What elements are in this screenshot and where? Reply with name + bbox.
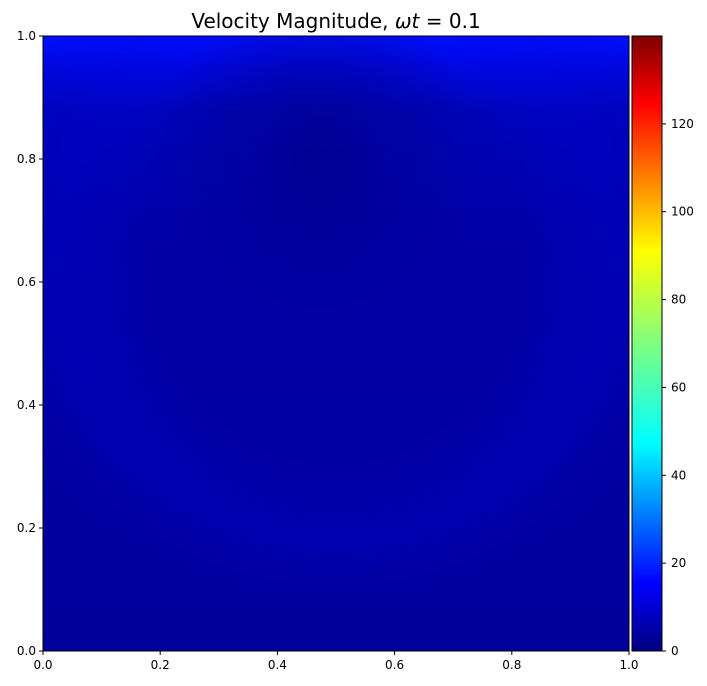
chart-title-suffix: = 0.1: [419, 9, 480, 33]
chart-title: Velocity Magnitude, ωt = 0.1: [191, 9, 480, 33]
colorbar-tick-label: 60: [671, 380, 686, 394]
colorbar-ticks: 0 20 40 60 80 100 120: [662, 117, 694, 658]
colorbar-tick-label: 0: [671, 644, 679, 658]
colorbar-tick-label: 40: [671, 468, 686, 482]
chart-title-prefix: Velocity Magnitude,: [191, 9, 395, 33]
x-tick-label: 1.0: [619, 658, 638, 672]
x-tick-label: 0.2: [151, 658, 170, 672]
y-tick-label: 0.6: [17, 275, 36, 289]
heatmap-core: [43, 36, 629, 651]
x-tick-label: 0.0: [33, 658, 52, 672]
colorbar-tick-label: 100: [671, 205, 694, 219]
y-tick-label: 1.0: [17, 29, 36, 43]
colorbar-tick-label: 120: [671, 117, 694, 131]
y-tick-label: 0.4: [17, 398, 36, 412]
y-axis-ticks: 0.0 0.2 0.4 0.6 0.8 1.0: [17, 29, 43, 658]
colorbar-tick-label: 80: [671, 293, 686, 307]
x-axis-ticks: 0.0 0.2 0.4 0.6 0.8 1.0: [33, 651, 639, 672]
x-tick-label: 0.6: [385, 658, 404, 672]
x-tick-label: 0.8: [502, 658, 521, 672]
colorbar: [631, 35, 663, 652]
x-tick-label: 0.4: [268, 658, 287, 672]
y-tick-label: 0.8: [17, 152, 36, 166]
y-tick-label: 0.0: [17, 644, 36, 658]
plot-frame: [42, 35, 630, 652]
chart-title-symbol: ωt: [395, 9, 421, 33]
colorbar-tick-label: 20: [671, 556, 686, 570]
y-tick-label: 0.2: [17, 521, 36, 535]
heatmap-field: [43, 36, 629, 651]
